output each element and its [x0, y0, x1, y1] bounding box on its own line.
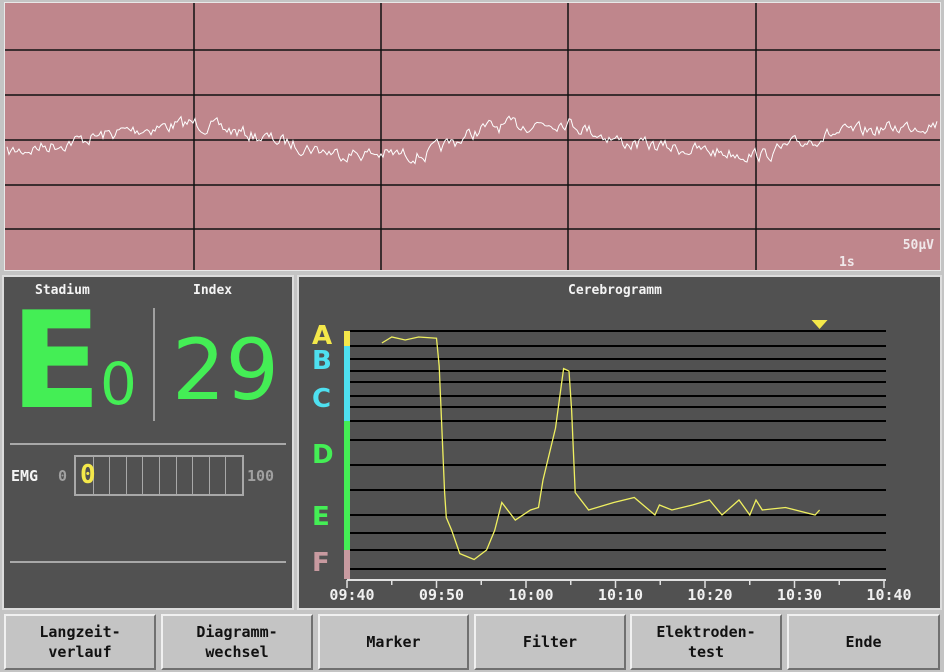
stage-label-a: A [312, 321, 333, 351]
button-ende[interactable]: Ende [787, 614, 940, 670]
emg-cell-divider [109, 457, 111, 494]
emg-cell-divider [159, 457, 160, 494]
stadium-sublevel: 0 [100, 350, 137, 418]
x-tick-label: 09:50 [418, 586, 465, 604]
cerebrogram-panel [297, 275, 942, 610]
x-tick-label: 10:30 [776, 586, 823, 604]
index-value: 29 [172, 321, 279, 419]
divider [10, 561, 286, 563]
eeg-waveform [5, 3, 940, 270]
emg-max-label: 100 [247, 467, 275, 485]
emg-cell-divider [192, 457, 194, 494]
emg-label: EMG [11, 467, 39, 485]
emg-cell-divider [92, 457, 94, 494]
stadium-letter: E [10, 283, 102, 439]
emg-cell-divider [125, 457, 127, 494]
emg-cell-divider [208, 457, 210, 494]
button-langzeitverlauf[interactable]: Langzeit- verlauf [4, 614, 156, 670]
stadium-label: Stadium [35, 283, 90, 298]
index-label: Index [193, 283, 233, 298]
x-tick-label: 10:00 [508, 586, 554, 604]
button-marker[interactable]: Marker [318, 614, 469, 670]
amplitude-scale-label: 50µV [902, 238, 934, 253]
emg-cell-divider [175, 457, 177, 494]
eeg-panel: 50µV 1s [4, 2, 941, 271]
divider [10, 443, 286, 445]
stage-label-c: C [312, 384, 332, 414]
x-tick-label: 10:20 [687, 586, 733, 604]
time-scale-label: 1s [839, 255, 855, 270]
button-diagrammwechsel[interactable]: Diagramm- wechsel [161, 614, 313, 670]
x-tick-label: 09:40 [329, 586, 375, 604]
button-elektrodentest[interactable]: Elektroden- test [630, 614, 782, 670]
stage-label-f: F [312, 548, 330, 578]
emg-min-label: 0 [58, 467, 68, 485]
eeg-trace [6, 115, 938, 165]
x-tick-label: 10:10 [597, 586, 644, 604]
stage-label-d: D [312, 440, 334, 470]
cerebrogram-title: Cerebrogramm [568, 283, 662, 298]
stage-label-e: E [312, 502, 330, 532]
emg-cell-divider [225, 457, 227, 494]
emg-bar [74, 455, 244, 496]
emg-value: 0 [80, 460, 96, 490]
stage-label-b: B [312, 346, 332, 376]
divider [153, 308, 155, 421]
button-filter[interactable]: Filter [474, 614, 626, 670]
stage-panel [2, 275, 294, 610]
emg-cell-divider [142, 457, 144, 494]
x-tick-label: 10:40 [866, 586, 912, 604]
